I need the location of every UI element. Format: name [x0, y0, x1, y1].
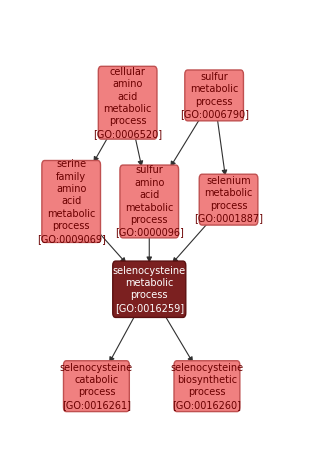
Text: sulfur
amino
acid
metabolic
process
[GO:0000096]: sulfur amino acid metabolic process [GO:…: [115, 165, 184, 238]
Text: selenium
metabolic
process
[GO:0001887]: selenium metabolic process [GO:0001887]: [194, 176, 263, 223]
FancyBboxPatch shape: [113, 261, 186, 317]
Text: serine
family
amino
acid
metabolic
process
[GO:0009069]: serine family amino acid metabolic proce…: [37, 159, 106, 244]
Text: cellular
amino
acid
metabolic
process
[GO:0006520]: cellular amino acid metabolic process [G…: [93, 66, 162, 139]
FancyBboxPatch shape: [199, 174, 258, 225]
FancyBboxPatch shape: [42, 161, 100, 242]
FancyBboxPatch shape: [98, 66, 157, 139]
Text: sulfur
metabolic
process
[GO:0006790]: sulfur metabolic process [GO:0006790]: [179, 72, 249, 119]
FancyBboxPatch shape: [185, 70, 243, 121]
FancyBboxPatch shape: [120, 165, 179, 238]
FancyBboxPatch shape: [64, 361, 129, 412]
FancyBboxPatch shape: [174, 361, 240, 412]
Text: selenocysteine
catabolic
process
[GO:0016261]: selenocysteine catabolic process [GO:001…: [60, 362, 133, 410]
Text: selenocysteine
biosynthetic
process
[GO:0016260]: selenocysteine biosynthetic process [GO:…: [170, 362, 243, 410]
Text: selenocysteine
metabolic
process
[GO:0016259]: selenocysteine metabolic process [GO:001…: [113, 266, 186, 313]
